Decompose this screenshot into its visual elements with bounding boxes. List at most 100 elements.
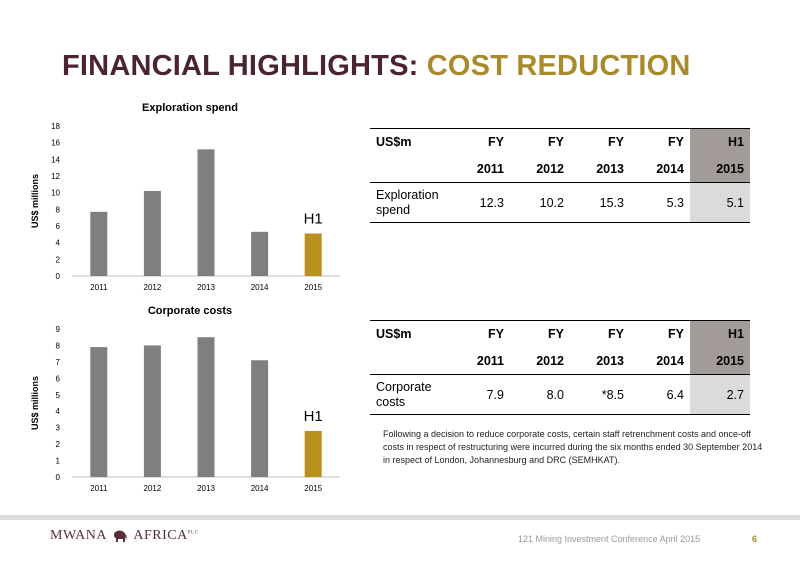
y-tick-label: 5 xyxy=(56,391,61,400)
value-cell: 6.4 xyxy=(630,374,690,415)
x-tick-label: 2011 xyxy=(90,484,108,493)
page-number: 6 xyxy=(752,534,758,544)
value-cell-h1: 5.1 xyxy=(690,182,750,223)
value-cell: 15.3 xyxy=(570,182,630,223)
y-tick-label: 16 xyxy=(51,139,60,148)
y-tick-label: 4 xyxy=(56,239,61,248)
y-tick-label: 6 xyxy=(56,222,61,231)
title-part2: COST REDUCTION xyxy=(426,50,691,82)
year-cell: 2012 xyxy=(510,155,570,183)
y-tick-label: 2 xyxy=(56,440,61,449)
x-tick-label: 2013 xyxy=(197,484,215,493)
period-cell: FY xyxy=(510,320,570,348)
x-tick-label: 2012 xyxy=(144,484,162,493)
bar xyxy=(304,233,322,276)
y-axis-label: US$ millions xyxy=(30,174,40,228)
exploration-table: US$m FY FY FY FY H1 2011 2012 2013 2014 … xyxy=(370,128,750,223)
logo-text-left: MWANA xyxy=(50,528,107,543)
period-cell-h1: H1 xyxy=(690,320,750,348)
period-cell: FY xyxy=(630,320,690,348)
value-cell: 7.9 xyxy=(450,374,510,415)
page-title: FINANCIAL HIGHLIGHTS: COST REDUCTION xyxy=(62,50,691,83)
year-cell-h1: 2015 xyxy=(690,155,750,183)
table-header-row: US$m FY FY FY FY H1 xyxy=(370,128,750,156)
bar xyxy=(143,345,161,477)
table-years-row: 2011 2012 2013 2014 2015 xyxy=(370,155,750,183)
period-cell: FY xyxy=(450,320,510,348)
year-cell: 2011 xyxy=(450,155,510,183)
period-cell: FY xyxy=(630,128,690,156)
y-tick-label: 7 xyxy=(56,358,61,367)
value-cell: 5.3 xyxy=(630,182,690,223)
bar xyxy=(143,191,161,276)
title-part1: FINANCIAL HIGHLIGHTS: xyxy=(62,50,419,82)
corporate-table: US$m FY FY FY FY H1 2011 2012 2013 2014 … xyxy=(370,320,750,415)
period-cell-h1: H1 xyxy=(690,128,750,156)
y-tick-label: 4 xyxy=(56,407,61,416)
bar xyxy=(304,430,322,477)
table-head-label: US$m xyxy=(370,128,450,156)
year-cell: 2014 xyxy=(630,155,690,183)
bar xyxy=(197,149,215,276)
y-tick-label: 12 xyxy=(51,172,60,181)
period-cell: FY xyxy=(510,128,570,156)
period-cell: FY xyxy=(570,128,630,156)
corporate-chart-svg: 0 1 2 3 4 5 6 7 8 9 US$ millions 2011 2012 2013 2014 20… xyxy=(30,325,340,493)
value-cell: 12.3 xyxy=(450,182,510,223)
bar xyxy=(197,337,215,477)
x-tick-label: 2013 xyxy=(197,283,215,292)
value-cell-h1: 2.7 xyxy=(690,374,750,415)
year-cell: 2014 xyxy=(630,347,690,375)
table-header-row: US$m FY FY FY FY H1 xyxy=(370,320,750,348)
year-cell: 2012 xyxy=(510,347,570,375)
exploration-chart: Exploration spend 0 2 4 6 8 10 12 14 16 18 US$ mil… xyxy=(30,100,350,300)
chart-title: Corporate costs xyxy=(147,305,233,317)
table-head-label: US$m xyxy=(370,320,450,348)
year-cell: 2013 xyxy=(570,347,630,375)
bar xyxy=(251,231,269,276)
y-tick-label: 1 xyxy=(56,457,61,466)
y-tick-label: 0 xyxy=(56,272,61,281)
x-tick-label: 2015 xyxy=(304,484,322,493)
year-cell: 2011 xyxy=(450,347,510,375)
table-years-row: 2011 2012 2013 2014 2015 xyxy=(370,347,750,375)
y-tick-label: 8 xyxy=(56,205,61,214)
bar xyxy=(90,211,108,276)
footer-divider xyxy=(0,515,800,520)
x-tick-label: 2015 xyxy=(304,283,322,292)
period-cell: FY xyxy=(570,320,630,348)
table-row: Corporate costs 7.9 8.0 *8.5 6.4 2.7 xyxy=(370,374,750,415)
y-tick-label: 14 xyxy=(51,155,60,164)
y-tick-label: 10 xyxy=(51,189,60,198)
row-label: Corporate costs xyxy=(370,374,450,415)
y-axis-label: US$ millions xyxy=(30,376,40,430)
y-tick-label: 0 xyxy=(56,473,61,482)
table-row: Exploration spend 12.3 10.2 15.3 5.3 5.1 xyxy=(370,182,750,223)
year-cell: 2013 xyxy=(570,155,630,183)
bar xyxy=(251,360,269,477)
elephant-icon xyxy=(114,530,127,542)
bar-annotation: H1 xyxy=(304,211,323,228)
y-tick-label: 2 xyxy=(56,255,61,264)
bar xyxy=(90,347,108,477)
y-tick-label: 8 xyxy=(56,341,61,350)
exploration-chart-svg: 0 2 4 6 8 10 12 14 16 18 US$ millions 2011 2012 2013 2… xyxy=(30,122,340,292)
period-cell: FY xyxy=(450,128,510,156)
x-tick-label: 2014 xyxy=(251,484,269,493)
footnote: Following a decision to reduce corporate… xyxy=(383,429,763,465)
row-label: Exploration spend xyxy=(370,182,450,223)
x-tick-label: 2014 xyxy=(251,283,269,292)
y-tick-label: 9 xyxy=(56,325,61,334)
bar-annotation: H1 xyxy=(304,408,323,425)
x-tick-label: 2012 xyxy=(144,283,162,292)
value-cell: 8.0 xyxy=(510,374,570,415)
year-cell-h1: 2015 xyxy=(690,347,750,375)
logo-text-right: AFRICA xyxy=(133,528,188,543)
y-tick-label: 6 xyxy=(56,374,61,383)
logo-suffix: PLC xyxy=(187,530,199,536)
y-tick-label: 18 xyxy=(51,122,60,131)
corporate-chart: Corporate costs 0 1 2 3 4 5 6 7 8 9 US$ millions 20… xyxy=(30,302,350,502)
company-logo: MWANA AFRICAPLC xyxy=(50,528,198,544)
chart-title: Exploration spend xyxy=(142,102,238,114)
x-tick-label: 2011 xyxy=(90,283,108,292)
